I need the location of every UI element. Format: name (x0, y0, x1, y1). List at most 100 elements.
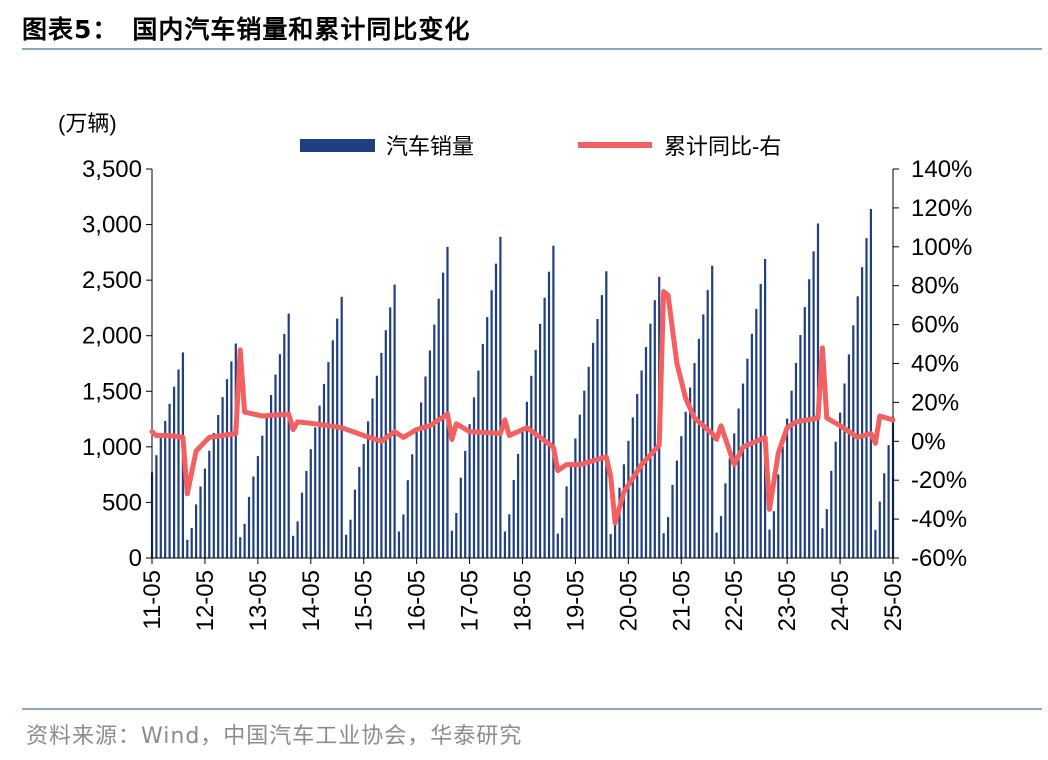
bar-49 (367, 421, 370, 558)
bar-47 (358, 466, 361, 558)
x-tick-label: 19-05 (562, 570, 589, 631)
bar-8 (186, 539, 189, 558)
bar-110 (636, 394, 639, 558)
bar-139 (764, 259, 767, 558)
bar-27 (270, 395, 273, 558)
bar-15 (217, 415, 220, 558)
bar-22 (247, 496, 251, 558)
legend: 汽车销量 累计同比-右 (300, 134, 781, 159)
x-tick-label: 18-05 (510, 570, 537, 631)
bar-85 (525, 401, 528, 558)
bar-105 (614, 518, 617, 558)
bar-128 (715, 532, 718, 558)
bar-33 (296, 521, 299, 558)
bar-148 (803, 307, 806, 558)
bar-84 (521, 427, 524, 558)
bar-6 (177, 369, 180, 558)
bar-64 (433, 324, 436, 558)
x-tick-label: 13-05 (245, 570, 272, 631)
bar-143 (781, 446, 784, 558)
bar-138 (759, 283, 762, 558)
bar-134 (741, 383, 745, 558)
bar-72 (468, 424, 471, 558)
bar-163 (869, 209, 872, 558)
bar-153 (825, 509, 828, 558)
right-tick-label: 120% (911, 195, 972, 222)
x-tick-label: 24-05 (827, 570, 854, 631)
x-tick-label: 15-05 (351, 570, 378, 631)
bar-106 (618, 487, 621, 558)
bar-34 (300, 492, 304, 558)
bar-39 (322, 383, 326, 558)
bar-32 (292, 535, 295, 558)
bar-129 (719, 516, 723, 558)
bar-117 (667, 517, 670, 558)
left-tick-label: 2,500 (82, 267, 142, 294)
left-tick-label: 3,500 (82, 156, 142, 183)
bar-94 (565, 486, 568, 558)
bar-92 (556, 533, 559, 558)
bar-40 (327, 362, 330, 558)
bar-97 (578, 414, 581, 558)
bar-87 (534, 349, 537, 558)
bar-89 (543, 297, 546, 558)
bar-93 (561, 517, 564, 558)
bar-133 (737, 408, 740, 558)
bar-145 (790, 390, 793, 558)
bar-30 (283, 333, 286, 558)
bar-67 (446, 246, 449, 559)
bar-161 (861, 267, 864, 558)
bar-46 (353, 489, 356, 558)
bar-series (150, 209, 895, 559)
bar-160 (856, 296, 859, 558)
bar-26 (265, 415, 268, 558)
bar-71 (464, 450, 467, 558)
right-tick-label: 20% (911, 389, 959, 416)
bar-159 (852, 325, 855, 558)
left-tick-label: 500 (102, 489, 142, 516)
bar-155 (834, 441, 837, 558)
x-tick-label: 16-05 (404, 570, 431, 631)
x-tick-label: 22-05 (721, 570, 748, 631)
bar-75 (481, 343, 484, 558)
bar-37 (314, 427, 317, 558)
bar-5 (173, 386, 176, 558)
figure-title: 图表5： 国内汽车销量和累计同比变化 (22, 10, 470, 46)
bar-80 (503, 531, 506, 558)
bar-58 (406, 480, 409, 558)
bar-23 (252, 476, 255, 558)
bar-35 (305, 470, 308, 558)
right-tick-label: 80% (911, 273, 959, 300)
bar-152 (821, 528, 824, 558)
chart: 0 500 1,000 1,500 2,000 2,500 3,000 3,500 -60% -4… (58, 111, 972, 631)
x-tick-label: 23-05 (774, 570, 801, 631)
x-tick-label: 17-05 (457, 570, 484, 631)
bar-114 (653, 300, 656, 558)
bar-124 (697, 338, 700, 558)
bar-9 (190, 528, 193, 558)
bar-120 (680, 436, 683, 558)
bar-116 (662, 533, 665, 558)
bar-38 (318, 405, 321, 558)
bar-19 (234, 343, 237, 558)
left-tick-label: 1,000 (82, 434, 142, 461)
bar-73 (472, 397, 476, 558)
x-tick-label: 12-05 (192, 570, 219, 631)
bar-150 (812, 251, 815, 559)
x-tick-label: 11-05 (139, 570, 166, 630)
bar-144 (786, 418, 789, 558)
bar-79 (499, 236, 502, 559)
bar-10 (195, 504, 198, 558)
top-rule (22, 48, 1042, 50)
bar-61 (420, 402, 423, 558)
right-tick-label: 0% (911, 428, 946, 455)
right-tick-label: 40% (911, 351, 959, 378)
left-unit-label: (万辆) (58, 111, 117, 136)
bar-113 (649, 323, 652, 558)
bar-65 (437, 298, 440, 558)
bar-2 (159, 438, 162, 558)
bar-96 (574, 438, 577, 558)
bar-69 (455, 513, 458, 558)
bar-12 (203, 468, 206, 558)
bar-126 (706, 290, 709, 558)
